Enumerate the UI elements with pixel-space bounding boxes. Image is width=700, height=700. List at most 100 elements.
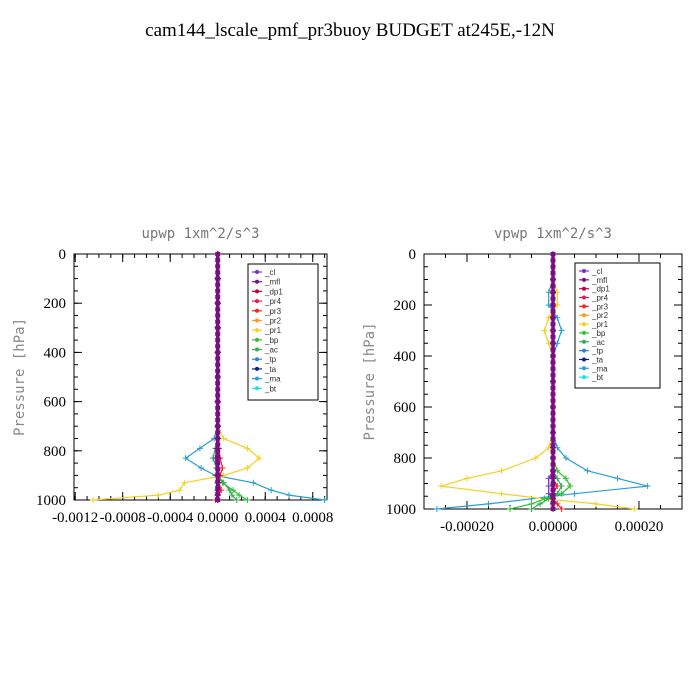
data-point-mfl [550, 354, 556, 358]
data-point-pr1 [176, 487, 183, 494]
data-point-mfl [215, 473, 221, 478]
data-point-pr1 [181, 479, 188, 486]
data-point-bp [562, 475, 569, 482]
legend-marker [582, 269, 586, 273]
data-point-mfl [215, 276, 221, 281]
legend-label: _pr1 [591, 320, 609, 329]
data-point-mfl [215, 307, 221, 312]
data-point-mfl [215, 362, 221, 367]
data-point-mfl [215, 467, 221, 472]
series-line-pr1 [92, 254, 261, 501]
data-point-mfl [215, 350, 221, 355]
data-point-mfl [550, 481, 556, 486]
data-point-mfl [215, 319, 221, 324]
data-point-mfl [550, 290, 556, 295]
legend-marker [582, 313, 586, 318]
data-point-mfl [550, 258, 556, 263]
legend-label: _pr3 [264, 307, 282, 316]
data-point-mfl [215, 442, 221, 447]
legend-box [574, 262, 661, 389]
legend-marker [255, 376, 259, 381]
series-line-bp [217, 254, 248, 501]
legend-marker [255, 318, 259, 323]
data-point-pr1 [498, 490, 505, 497]
x-tick-label: -0.0008 [100, 510, 146, 526]
panel-title: upwp 1xm^2/s^3 [141, 226, 259, 242]
legend-label: _tp [264, 355, 277, 364]
legend-marker [255, 299, 259, 304]
data-point-mfl [215, 356, 221, 361]
data-point-pr1 [244, 445, 251, 452]
y-tick-label: 200 [44, 296, 67, 312]
data-point-mfl [215, 313, 221, 318]
data-point-mfl [550, 360, 556, 365]
data-point-mfl [550, 417, 556, 422]
data-point-mfl [215, 393, 221, 398]
panel-2: vpwp 1xm^2/s^3 Pressure [hPa] 0 200 400 600 80… [362, 226, 683, 535]
data-point-pr1 [90, 497, 97, 503]
legend-marker [582, 295, 586, 300]
data-point-mfl [215, 448, 221, 453]
y-tick-label: 400 [44, 345, 67, 361]
y-tick-label: 800 [44, 444, 67, 460]
legend-label: _pr3 [591, 302, 609, 311]
legend-marker [255, 289, 259, 294]
data-point-mfl [215, 498, 221, 502]
data-point-bp [507, 506, 513, 512]
data-point-mfl [215, 344, 221, 349]
legend-label: _dp1 [264, 287, 283, 296]
data-point-pr1 [532, 455, 539, 461]
data-point-ma [198, 465, 205, 472]
legend-label: _pr4 [264, 297, 282, 306]
data-point-mfl [550, 283, 556, 288]
data-point-ma [584, 467, 591, 474]
data-point-ma [196, 445, 203, 452]
data-point-mfl [550, 303, 556, 307]
data-point-mfl [550, 373, 556, 378]
data-point-mfl [215, 387, 221, 392]
data-point-mfl [550, 494, 556, 499]
data-point-mfl [215, 399, 221, 404]
data-point-ma [485, 500, 492, 507]
data-point-mfl [550, 462, 556, 467]
data-point-mfl [550, 296, 556, 301]
data-point-mfl [550, 341, 556, 346]
legend-label: _ac [264, 346, 278, 355]
data-point-mfl [550, 456, 556, 460]
data-point-mfl [550, 252, 556, 256]
data-point-mfl [215, 258, 221, 263]
legend-marker [255, 270, 259, 274]
y-tick-label: 0 [59, 247, 67, 263]
legend-marker [582, 348, 586, 353]
legend-marker [582, 330, 586, 335]
legend-marker [255, 357, 259, 362]
data-point-mfl [215, 424, 221, 429]
data-point-ac [233, 497, 240, 503]
legend-box [247, 263, 319, 401]
data-point-mfl [215, 368, 221, 373]
data-point-ma [182, 455, 189, 462]
data-point-ma [285, 492, 292, 499]
data-point-ma [558, 327, 565, 334]
data-point-mfl [550, 411, 556, 416]
data-point-mfl [550, 309, 556, 314]
panel-title: vpwp 1xm^2/s^3 [494, 226, 612, 242]
data-point-mfl [215, 485, 221, 490]
data-point-pr1 [220, 435, 227, 442]
data-point-mfl [550, 385, 556, 390]
data-point-bp [236, 492, 243, 499]
legend-label: _pr4 [591, 294, 609, 303]
data-point-ac [528, 506, 535, 512]
data-point-pr1 [155, 492, 162, 499]
data-point-mfl [215, 331, 221, 336]
x-tick-label: -0.00020 [440, 519, 494, 535]
data-point-pr1 [438, 483, 445, 490]
y-axis-label: Pressure [hPa] [12, 318, 28, 436]
legend-marker [582, 322, 586, 327]
legend-marker [582, 357, 586, 362]
legend-marker [582, 375, 586, 380]
page-title: cam144_lscale_pmf_pr3buoy BUDGET at245E,… [145, 20, 555, 41]
y-axis-label: Pressure [hPa] [362, 322, 378, 440]
data-point-mfl [550, 468, 556, 473]
data-point-mfl [550, 436, 556, 441]
